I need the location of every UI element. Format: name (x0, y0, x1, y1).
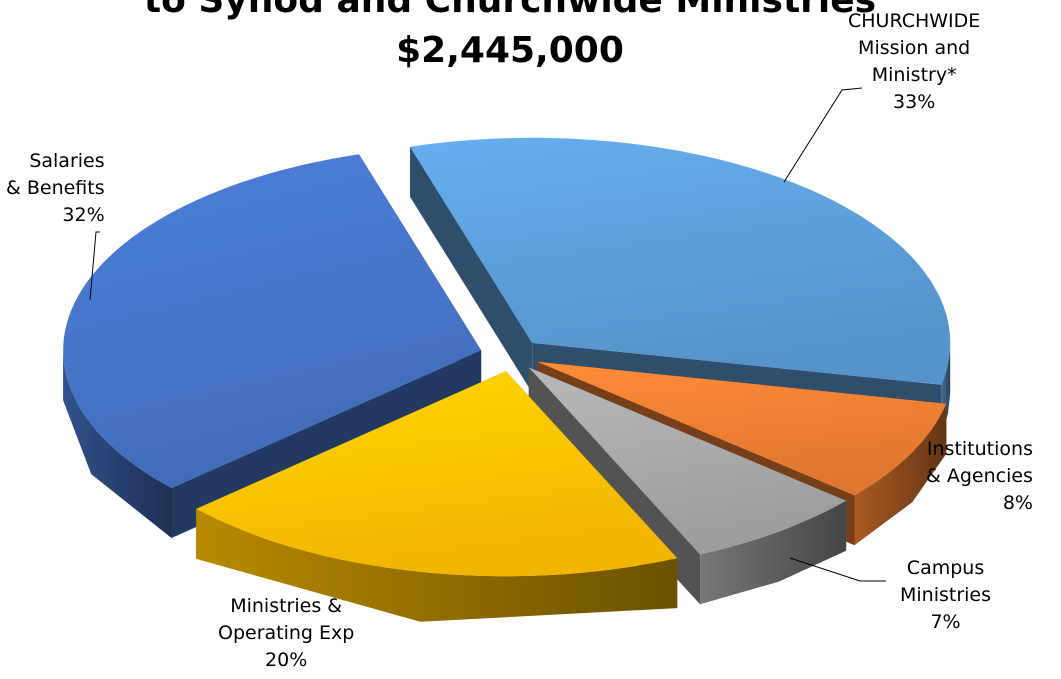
chart-total: $2,445,000 (396, 30, 624, 71)
label-text: Ministries & (230, 595, 343, 617)
label-text: Ministry* (871, 64, 957, 86)
slice-side-ministries (196, 508, 678, 622)
label-text: Campus (906, 557, 985, 579)
label-text: Mission and (858, 37, 971, 59)
slice-ministries (196, 371, 678, 622)
slice-label-churchwide: CHURCHWIDE Mission and Ministry* 33% (848, 8, 980, 116)
label-text: Salaries (29, 150, 105, 172)
leader-line-salaries (89, 231, 100, 301)
label-text: Institutions (926, 438, 1033, 460)
slice-campus (528, 367, 847, 605)
label-text: Ministries (900, 584, 992, 606)
slice-side-institutions (854, 403, 947, 546)
slice-top-institutions (537, 361, 947, 496)
percent-label: 7% (930, 611, 961, 633)
slice-top-ministries (196, 371, 678, 577)
label-text: CHURCHWIDE (848, 10, 981, 32)
label-text: & Agencies (926, 465, 1033, 487)
percent-label: 32% (62, 204, 105, 226)
slice-top-salaries (63, 154, 482, 489)
slice-top-campus (528, 367, 847, 555)
slice-side-salaries (63, 350, 172, 538)
label-text: & Benefits (6, 177, 105, 199)
label-text: Operating Exp (218, 622, 355, 644)
slice-top-churchwide (410, 137, 951, 385)
chart-title: to Synod and Churchwide Ministries (143, 0, 877, 21)
slice-label-campus: Campus Ministries 7% (900, 555, 991, 636)
slice-label-salaries: Salaries & Benefits 32% (6, 148, 105, 229)
slice-label-institutions: Institutions & Agencies 8% (926, 436, 1033, 517)
slice-side-campus (700, 500, 847, 605)
percent-label: 20% (265, 649, 308, 671)
percent-label: 8% (1002, 492, 1033, 514)
percent-label: 33% (893, 91, 936, 113)
leader-line-campus (789, 557, 886, 582)
leader-line-churchwide (783, 87, 863, 183)
slice-cut-face-churchwide (410, 146, 533, 393)
slice-label-ministries: Ministries & Operating Exp 20% (218, 593, 354, 674)
